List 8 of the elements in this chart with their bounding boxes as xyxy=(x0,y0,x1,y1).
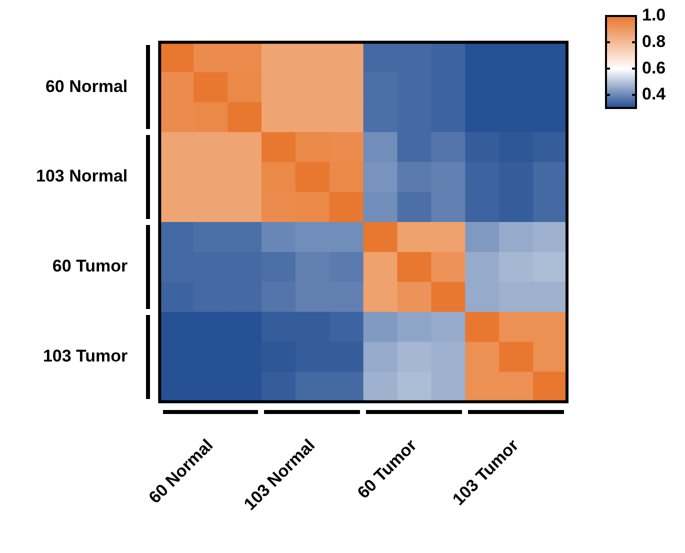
y-tick-label: 103 Tumor xyxy=(42,346,128,366)
y-tick-label: 103 Normal xyxy=(36,166,128,186)
color-bar-label: 0.8 xyxy=(642,32,666,51)
y-tick-label: 60 Normal xyxy=(45,76,128,96)
color-bar-label: 1.0 xyxy=(642,6,666,25)
color-bar-label: 0.4 xyxy=(642,84,666,104)
y-tick-label: 60 Tumor xyxy=(52,256,128,276)
color-bar-label: 0.6 xyxy=(642,58,666,78)
